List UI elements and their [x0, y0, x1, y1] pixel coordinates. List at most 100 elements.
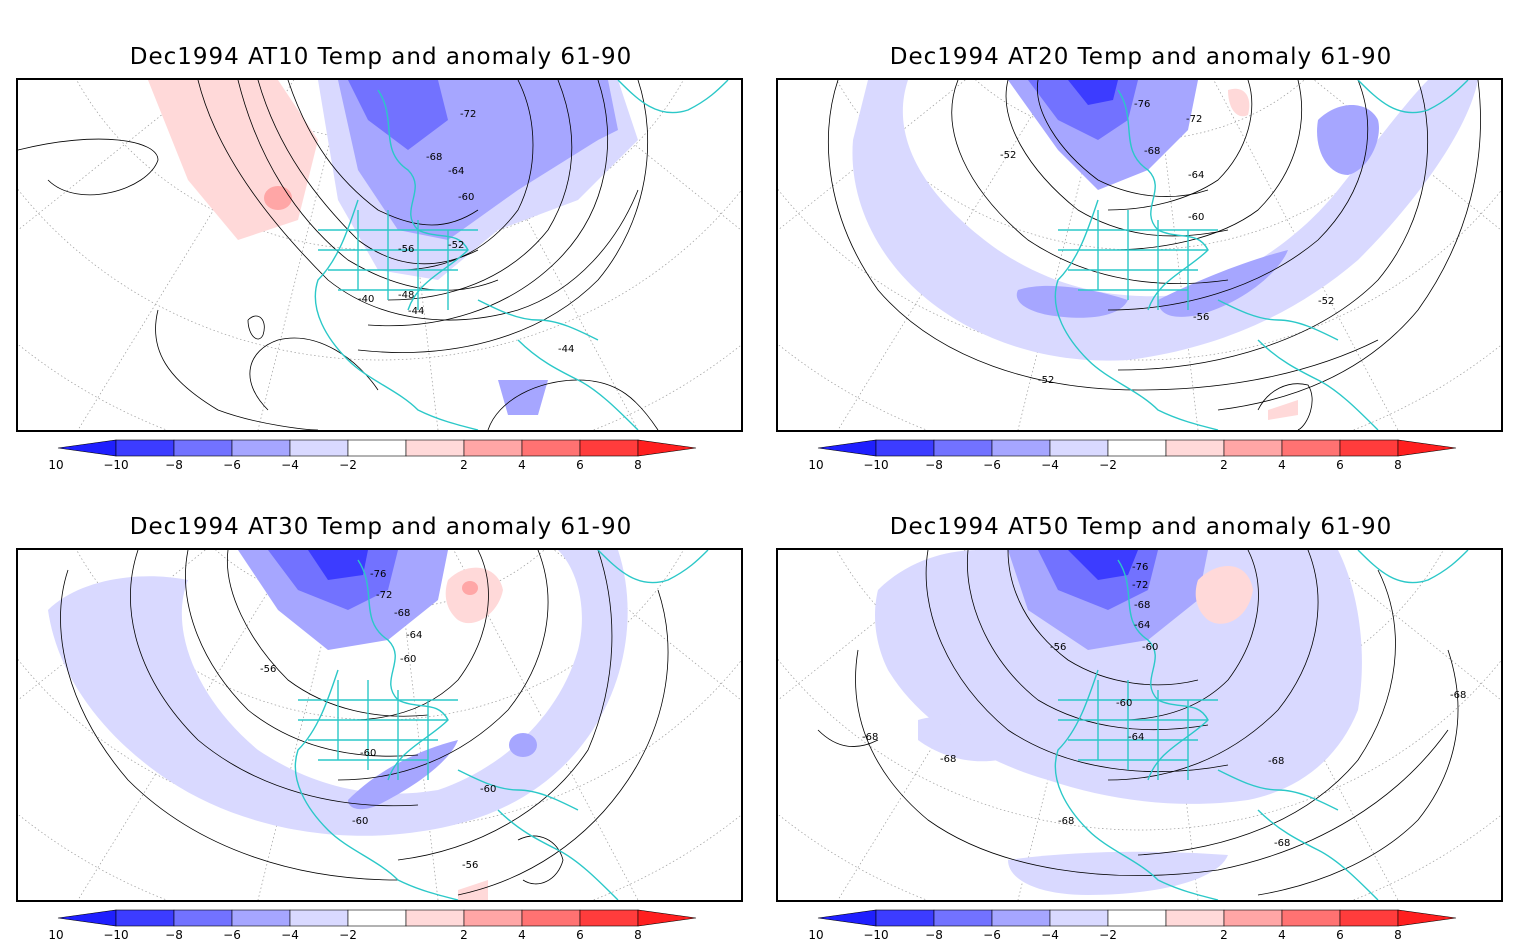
colorbar-box: [579, 439, 639, 457]
contour-label: -60: [1188, 212, 1204, 223]
colorbar-arrow-right: [637, 439, 697, 457]
panel-at30: Dec1994 AT30 Temp and anomaly 61-90: [16, 470, 746, 942]
colorbar-tick-label: −10: [863, 458, 889, 472]
colorbar-box: [231, 909, 291, 927]
contour-label: -68: [426, 152, 442, 163]
colorbar-tick-label: 2: [460, 458, 468, 472]
colorbar-tick-label: 4: [1278, 928, 1286, 942]
colorbar-box: [1049, 439, 1109, 457]
contour-label: -52: [1318, 296, 1334, 307]
contour-label: -68: [1058, 816, 1074, 827]
colorbar-box: [1165, 439, 1225, 457]
contour-label: -68: [1268, 756, 1284, 767]
anomaly-shading: [875, 550, 1362, 895]
colorbar-arrow-left: [57, 439, 117, 457]
colorbar-arrow-right: [1397, 909, 1457, 927]
colorbar-svg: [57, 909, 697, 927]
contour-label: -56: [260, 664, 276, 675]
colorbar-tick-label: 4: [1278, 458, 1286, 472]
colorbar-tick-label: 10: [48, 458, 64, 472]
panel-title: Dec1994 AT50 Temp and anomaly 61-90: [889, 514, 1393, 540]
colorbar-box: [1165, 909, 1225, 927]
coastlines: [294, 550, 709, 900]
colorbar-svg: [817, 909, 1457, 927]
contour-labels: -76 -72 -68 -64 -60 -56 -60 -64 -68 -68 …: [862, 562, 1466, 849]
colorbar-box: [1339, 909, 1399, 927]
colorbar-tick-label: −6: [223, 928, 241, 942]
colorbar-tick-label: −4: [1041, 928, 1059, 942]
temperature-contours: [60, 550, 669, 896]
colorbar-box: [347, 909, 407, 927]
colorbar-tick-label: −4: [281, 928, 299, 942]
colorbar-box: [405, 439, 465, 457]
contour-label: -76: [370, 569, 386, 580]
temperature-contours: [827, 80, 1481, 430]
contour-label: -56: [398, 244, 414, 255]
contour-label: -72: [376, 590, 392, 601]
colorbar-tick-label: 6: [1336, 928, 1344, 942]
colorbar-tick-label: −6: [983, 458, 1001, 472]
colorbar-tick-label: 8: [634, 458, 642, 472]
colorbar-tick-label: −2: [339, 458, 357, 472]
colorbar-arrow-right: [637, 909, 697, 927]
colorbar-tick-label: −4: [281, 458, 299, 472]
colorbar: −10 −8 −6 −4 −2 2 4 6 8 10: [48, 438, 736, 472]
colorbar-tick-label: −2: [1099, 458, 1117, 472]
colorbar-tick-label: −8: [925, 458, 943, 472]
contour-labels: -76 -72 -68 -64 -60 -52 -56 -52 -52: [1000, 99, 1334, 386]
contour-label: -72: [460, 109, 476, 120]
colorbar-tick-label: 4: [518, 928, 526, 942]
contour-label: -68: [1144, 146, 1160, 157]
contour-label: -64: [1188, 170, 1204, 181]
colorbar-tick-label: −2: [339, 928, 357, 942]
anomaly-shading: [148, 80, 638, 415]
colorbar-box: [1281, 909, 1341, 927]
colorbar: −10 −8 −6 −4 −2 2 4 6 8 10: [48, 908, 736, 942]
panel-title: Dec1994 AT20 Temp and anomaly 61-90: [889, 44, 1393, 70]
contour-label: -68: [394, 608, 410, 619]
temperature-contours: [18, 80, 659, 430]
colorbar-box: [173, 439, 233, 457]
contour-label: -56: [462, 860, 478, 871]
contour-label: -64: [406, 630, 422, 641]
contour-label: -60: [1116, 698, 1132, 709]
colorbar-tick-label: −6: [983, 928, 1001, 942]
colorbar-box: [521, 439, 581, 457]
colorbar-tick-label: 8: [1394, 928, 1402, 942]
contour-labels: -72 -68 -64 -60 -56 -52 -48 -44 -40 -44: [358, 109, 574, 355]
colorbar-box: [1049, 909, 1109, 927]
colorbar-box: [405, 909, 465, 927]
contour-label: -68: [940, 754, 956, 765]
contour-label: -64: [1128, 732, 1144, 743]
contour-label: -60: [458, 192, 474, 203]
colorbar-box: [1223, 439, 1283, 457]
colorbar-box: [347, 439, 407, 457]
map-at20: -76 -72 -68 -64 -60 -52 -56 -52 -52: [776, 78, 1503, 432]
contour-label: -68: [1450, 690, 1466, 701]
colorbar-box: [933, 439, 993, 457]
contour-label: -56: [1193, 312, 1209, 323]
colorbar-tick-label: −8: [165, 458, 183, 472]
colorbar-arrow-left: [57, 909, 117, 927]
colorbar-box: [1339, 439, 1399, 457]
colorbar-box: [579, 909, 639, 927]
coastlines: [314, 80, 729, 430]
contour-label: -60: [360, 748, 376, 759]
contour-labels: -76 -72 -68 -64 -60 -56 -60 -60 -60 -56: [260, 569, 496, 871]
temperature-contours: [817, 550, 1459, 896]
contour-label: -60: [400, 654, 416, 665]
colorbar-arrow-left: [817, 439, 877, 457]
colorbar-box: [933, 909, 993, 927]
contour-label: -52: [1038, 375, 1054, 386]
contour-label: -56: [1050, 642, 1066, 653]
panel-title: Dec1994 AT10 Temp and anomaly 61-90: [129, 44, 633, 70]
colorbar-tick-label: 2: [1220, 928, 1228, 942]
panel-title: Dec1994 AT30 Temp and anomaly 61-90: [129, 514, 633, 540]
contour-label: -72: [1132, 580, 1148, 591]
colorbar-tick-label: −10: [863, 928, 889, 942]
coastlines: [1054, 550, 1469, 900]
colorbar-box: [875, 439, 935, 457]
colorbar-tick-label: −4: [1041, 458, 1059, 472]
colorbar-box: [231, 439, 291, 457]
colorbar-tick-label: 6: [576, 928, 584, 942]
